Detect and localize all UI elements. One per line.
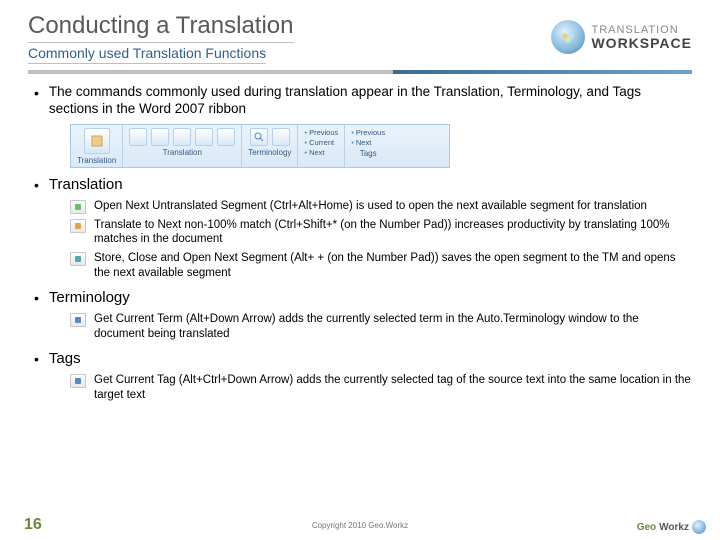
ribbon-nav-list: PreviousCurrentNext — [304, 128, 338, 157]
header: Conducting a Translation Commonly used T… — [28, 12, 692, 64]
list-item: Translate to Next non-100% match (Ctrl+S… — [70, 218, 692, 248]
ribbon-small-icon — [173, 128, 191, 146]
item-text: Translate to Next non-100% match (Ctrl+S… — [94, 218, 692, 248]
page-title: Conducting a Translation — [28, 12, 294, 43]
ribbon-group: Translation — [71, 125, 123, 167]
store-close-icon — [70, 252, 86, 266]
bullet-icon: • — [34, 85, 39, 102]
ribbon-group: PreviousCurrentNext — [298, 125, 345, 167]
bullet-icon: • — [34, 351, 39, 368]
ribbon-small-icon — [272, 128, 290, 146]
section-title: Translation — [49, 176, 123, 195]
translate-next-icon — [70, 219, 86, 233]
item-text: Open Next Untranslated Segment (Ctrl+Alt… — [94, 199, 647, 214]
ribbon-translation-icon — [84, 128, 110, 154]
ribbon-label: Translation — [77, 156, 116, 165]
item-text: Get Current Tag (Alt+Ctrl+Down Arrow) ad… — [94, 373, 692, 403]
search-icon — [250, 128, 268, 146]
ribbon-label: Tags — [360, 149, 377, 158]
item-text: Store, Close and Open Next Segment (Alt+… — [94, 251, 692, 281]
ribbon-small-icon — [151, 128, 169, 146]
list-item: Get Current Tag (Alt+Ctrl+Down Arrow) ad… — [70, 373, 692, 403]
ribbon-label: Translation — [163, 148, 202, 157]
intro-text: The commands commonly used during transl… — [49, 84, 692, 118]
ribbon-group: Translation — [123, 125, 242, 167]
bullet-icon: • — [34, 290, 39, 307]
globe-people-icon — [551, 20, 585, 54]
logo-text: TRANSLATION WORKSPACE — [591, 25, 692, 50]
ribbon-small-icon — [129, 128, 147, 146]
product-logo: TRANSLATION WORKSPACE — [551, 12, 692, 54]
term-icon — [70, 313, 86, 327]
intro-item: • The commands commonly used during tran… — [34, 84, 692, 168]
ribbon-label: Terminology — [248, 148, 291, 157]
list-item: Store, Close and Open Next Segment (Alt+… — [70, 251, 692, 281]
segment-open-icon — [70, 200, 86, 214]
ribbon-small-icon — [195, 128, 213, 146]
divider-blue — [393, 70, 692, 74]
logo-line2: WORKSPACE — [591, 36, 692, 50]
section-title: Tags — [49, 350, 81, 369]
page-subtitle: Commonly used Translation Functions — [28, 45, 266, 64]
footer-logo-t2: Workz — [659, 522, 689, 533]
logo-line1: TRANSLATION — [591, 25, 692, 36]
list-item: Get Current Term (Alt+Down Arrow) adds t… — [70, 312, 692, 342]
section-tags: • Tags Get Current Tag (Alt+Ctrl+Down Ar… — [34, 350, 692, 403]
footer: 16 Copyright 2010 Geo.Workz GeoWorkz — [0, 516, 720, 534]
copyright-text: Copyright 2010 Geo.Workz — [312, 521, 408, 530]
section-title: Terminology — [49, 289, 130, 308]
list-item: Open Next Untranslated Segment (Ctrl+Alt… — [70, 199, 692, 214]
item-text: Get Current Term (Alt+Down Arrow) adds t… — [94, 312, 692, 342]
divider-grey — [28, 70, 393, 74]
title-block: Conducting a Translation Commonly used T… — [28, 12, 551, 64]
ribbon-small-icon — [217, 128, 235, 146]
ribbon-tags-list: PreviousNext — [351, 128, 385, 147]
header-divider — [28, 70, 692, 74]
ribbon-group: Terminology — [242, 125, 298, 167]
content: • The commands commonly used during tran… — [28, 84, 692, 403]
page-number: 16 — [24, 516, 42, 534]
footer-logo: GeoWorkz — [637, 520, 706, 534]
slide: Conducting a Translation Commonly used T… — [0, 0, 720, 540]
ribbon-screenshot: Translation Translation — [70, 124, 450, 168]
section-translation: • Translation Open Next Untranslated Seg… — [34, 176, 692, 282]
section-terminology: • Terminology Get Current Term (Alt+Down… — [34, 289, 692, 342]
bullet-icon: • — [34, 177, 39, 194]
ribbon-group: PreviousNext Tags — [345, 125, 391, 167]
footer-logo-t1: Geo — [637, 522, 656, 533]
globe-icon — [692, 520, 706, 534]
tag-icon — [70, 374, 86, 388]
